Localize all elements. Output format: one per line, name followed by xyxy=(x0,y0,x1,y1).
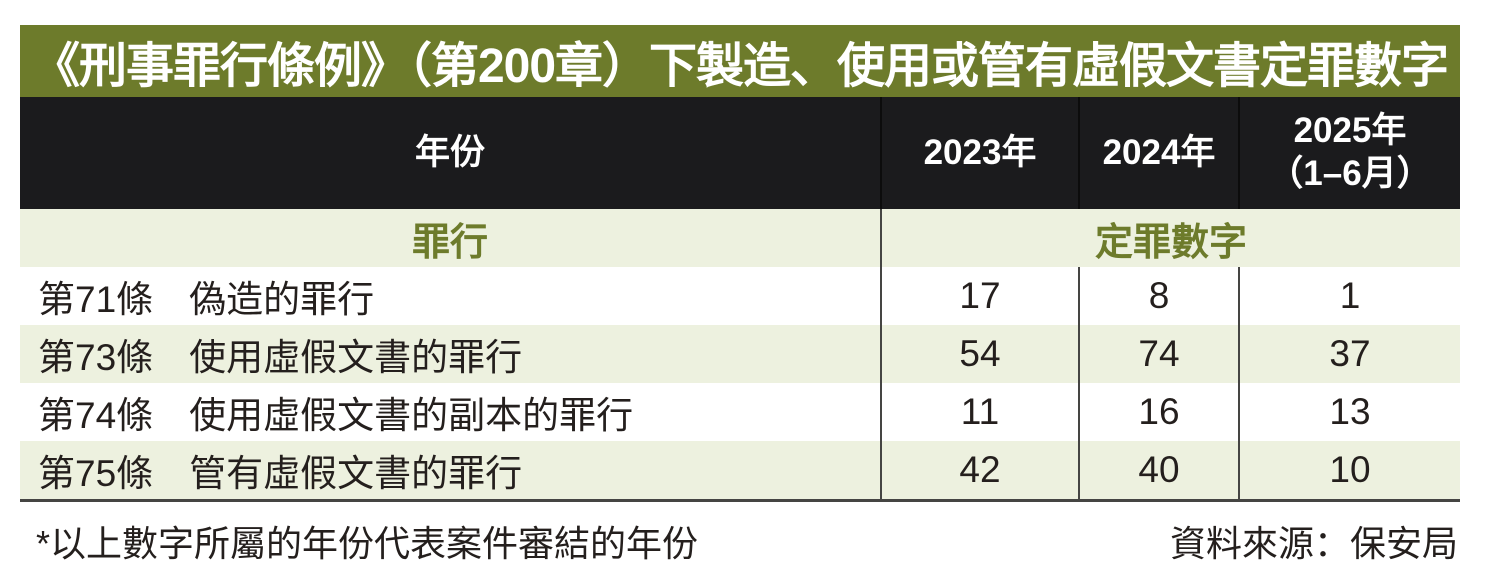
offence-header-label: 罪行 xyxy=(411,221,488,264)
table-row: 第75條 管有虛假文書的罪行 42 40 10 xyxy=(20,441,1460,499)
value-cell-2025: 1 xyxy=(1238,267,1460,325)
table-row: 第74條 使用虛假文書的副本的罪行 11 16 13 xyxy=(20,383,1460,441)
value-cell-2024: 8 xyxy=(1078,267,1238,325)
table-footer: *以上數字所屬的年份代表案件審結的年份 資料來源：保安局 xyxy=(20,502,1460,567)
offence-cell: 第74條 使用虛假文書的副本的罪行 xyxy=(20,383,880,441)
year-header-cell: 年份 xyxy=(20,97,880,209)
offence-cell: 第75條 管有虛假文書的罪行 xyxy=(20,441,880,499)
title-bar: 《刑事罪行條例》（第200章）下製造、使用或管有虛假文書定罪數字 xyxy=(20,25,1460,97)
sub-header-row: 罪行 定罪數字 xyxy=(20,209,1460,267)
offence-header-cell: 罪行 xyxy=(20,209,880,267)
col-header-2025-months: （1–6月） xyxy=(1268,154,1432,193)
clause-label: 第71條 xyxy=(38,279,154,320)
offence-cell: 第71條 偽造的罪行 xyxy=(20,267,880,325)
clause-label: 第73條 xyxy=(38,337,154,378)
value-cell-2025: 10 xyxy=(1238,441,1460,499)
year-header-label: 年份 xyxy=(414,132,485,172)
offence-label: 管有虛假文書的罪行 xyxy=(189,453,523,494)
col-header-2025-year: 2025年 xyxy=(1293,111,1407,151)
clause-label: 第74條 xyxy=(38,395,154,436)
col-header-2023-label: 2023年 xyxy=(923,132,1037,172)
offence-label: 使用虛假文書的副本的罪行 xyxy=(189,395,634,436)
offence-label: 偽造的罪行 xyxy=(189,279,375,320)
value-cell-2024: 40 xyxy=(1078,441,1238,499)
value-cell-2024: 16 xyxy=(1078,383,1238,441)
table-row: 第71條 偽造的罪行 17 8 1 xyxy=(20,267,1460,325)
col-header-2023: 2023年 xyxy=(880,97,1078,209)
value-cell-2025: 37 xyxy=(1238,325,1460,383)
table-row: 第73條 使用虛假文書的罪行 54 74 37 xyxy=(20,325,1460,383)
col-header-2024: 2024年 xyxy=(1078,97,1238,209)
clause-label: 第75條 xyxy=(38,453,154,494)
footnote: *以上數字所屬的年份代表案件審結的年份 xyxy=(36,523,699,564)
conviction-header-cell: 定罪數字 xyxy=(880,209,1460,267)
year-header-row: 年份 2023年 2024年 2025年 （1–6月） xyxy=(20,97,1460,209)
value-cell-2023: 17 xyxy=(880,267,1078,325)
conviction-header-label: 定罪數字 xyxy=(1094,221,1247,264)
page-title: 《刑事罪行條例》（第200章）下製造、使用或管有虛假文書定罪數字 xyxy=(31,40,1449,93)
conviction-table: 《刑事罪行條例》（第200章）下製造、使用或管有虛假文書定罪數字 年份 2023… xyxy=(20,25,1460,567)
value-cell-2023: 11 xyxy=(880,383,1078,441)
table-bottom-rule xyxy=(20,499,1460,502)
value-cell-2024: 74 xyxy=(1078,325,1238,383)
value-cell-2023: 42 xyxy=(880,441,1078,499)
col-header-2024-label: 2024年 xyxy=(1102,132,1216,172)
source-attribution: 資料來源：保安局 xyxy=(1169,523,1458,564)
value-cell-2023: 54 xyxy=(880,325,1078,383)
value-cell-2025: 13 xyxy=(1238,383,1460,441)
col-header-2025: 2025年 （1–6月） xyxy=(1238,97,1460,209)
offence-label: 使用虛假文書的罪行 xyxy=(189,337,523,378)
offence-cell: 第73條 使用虛假文書的罪行 xyxy=(20,325,880,383)
